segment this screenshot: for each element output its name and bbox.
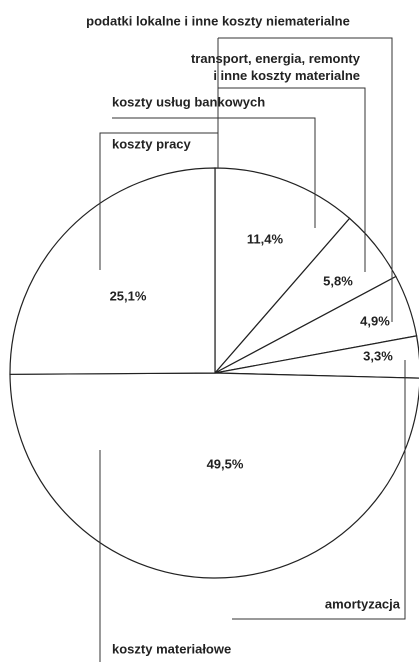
pie-slice	[214, 167, 351, 375]
pie-slice	[9, 372, 419, 579]
pie-slice	[9, 167, 216, 375]
value-label: 4,9%	[360, 313, 390, 328]
leader-line	[112, 117, 316, 228]
value-label: 11,4%	[247, 231, 284, 246]
category-label: transport, energia, remonty i inne koszty…	[191, 51, 361, 83]
category-label: amortyzacja	[325, 596, 401, 611]
leader-line	[218, 87, 366, 272]
leader-line	[218, 37, 393, 322]
category-label: podatki lokalne i inne koszty niemateria…	[86, 13, 350, 28]
leader-line	[232, 360, 406, 620]
leader-line	[99, 132, 218, 270]
value-label: 25,1%	[110, 288, 147, 303]
category-label: koszty usług bankowych	[112, 94, 265, 109]
category-label: koszty pracy	[112, 136, 192, 151]
value-label: 49,5%	[207, 456, 244, 471]
pie-slice	[214, 335, 419, 379]
category-label: koszty materiałowe	[112, 641, 231, 656]
value-label: 5,8%	[323, 273, 353, 288]
value-label: 3,3%	[363, 348, 393, 363]
